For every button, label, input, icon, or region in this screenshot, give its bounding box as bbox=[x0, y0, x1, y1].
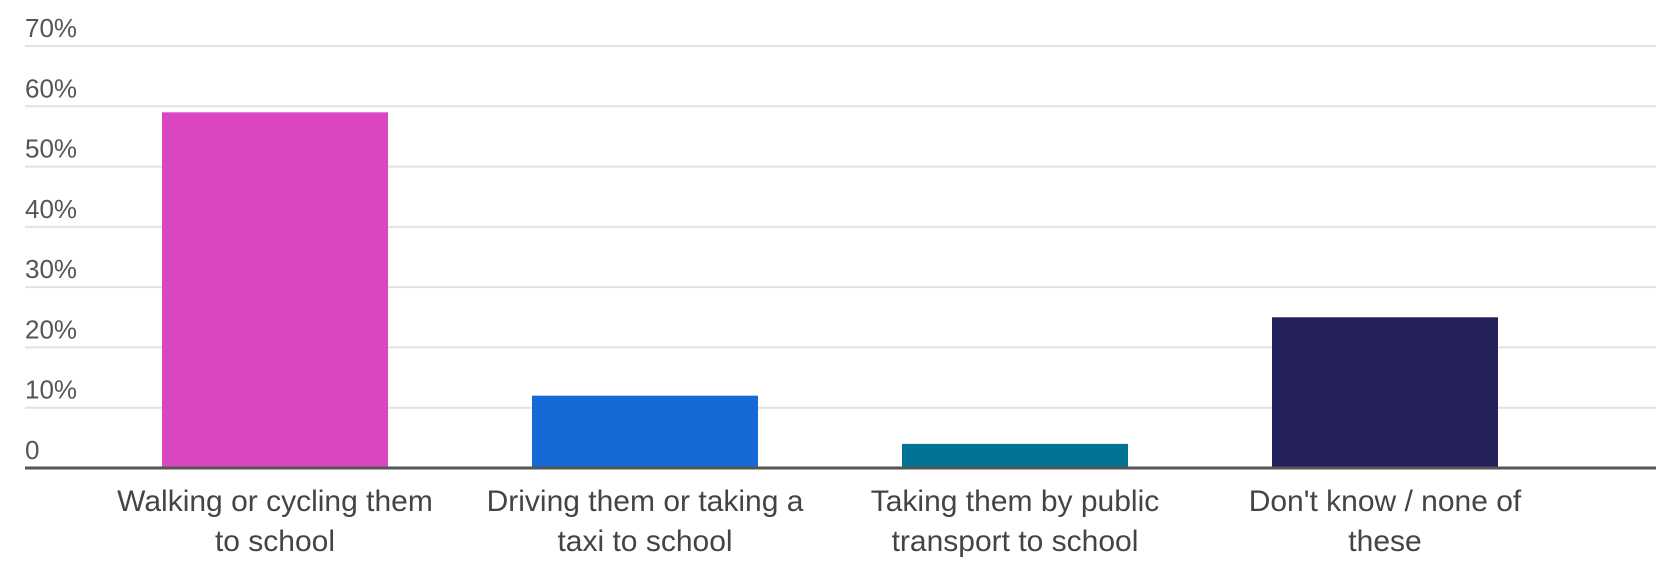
y-tick-label: 40% bbox=[25, 194, 77, 224]
bar bbox=[1272, 317, 1498, 468]
y-tick-label: 70% bbox=[25, 13, 77, 43]
y-tick-label: 30% bbox=[25, 254, 77, 284]
y-tick-label: 60% bbox=[25, 73, 77, 103]
x-category-label: Driving them or taking a bbox=[487, 485, 804, 518]
x-category-label: Don't know / none of bbox=[1249, 485, 1522, 518]
x-category-label: transport to school bbox=[892, 525, 1139, 558]
y-tick-label: 0 bbox=[25, 435, 39, 465]
bar bbox=[162, 112, 388, 469]
bars bbox=[162, 112, 1498, 469]
bar bbox=[902, 443, 1128, 468]
y-tick-label: 20% bbox=[25, 314, 77, 344]
y-tick-label: 10% bbox=[25, 375, 77, 405]
x-category-label: these bbox=[1348, 525, 1421, 558]
bar bbox=[532, 395, 758, 468]
x-category-label: to school bbox=[215, 525, 335, 558]
y-axis-tick-labels: 0 10% 20% 30% 40% 50% 60% 70% bbox=[25, 13, 77, 465]
x-category-label: Taking them by public bbox=[871, 485, 1160, 518]
x-category-label: taxi to school bbox=[557, 525, 732, 558]
y-tick-label: 50% bbox=[25, 134, 77, 164]
x-axis-category-labels: Walking or cycling them to school Driving … bbox=[117, 485, 1522, 558]
x-category-label: Walking or cycling them bbox=[117, 485, 433, 518]
